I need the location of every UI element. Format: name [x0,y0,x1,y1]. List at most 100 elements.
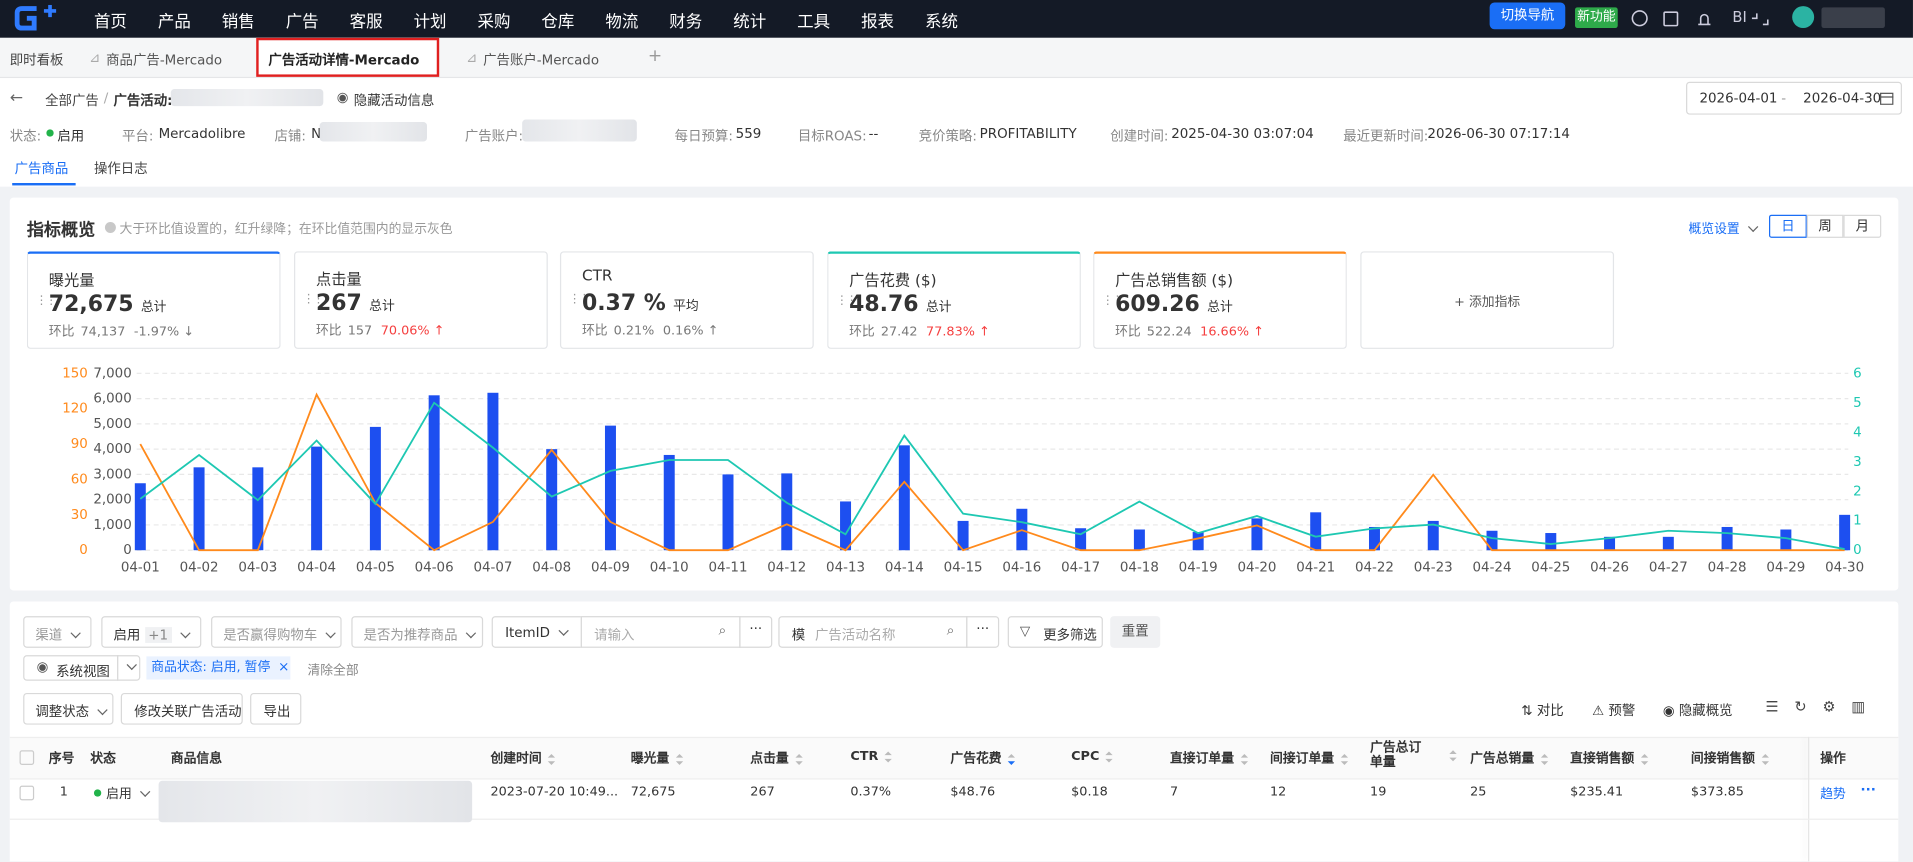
nav-item[interactable]: 销售 [221,12,255,32]
column-header[interactable]: 直接订单量 [1170,749,1248,767]
metric-card[interactable]: ⋮⋮ CTR 0.37 % 平均 环比 0.21% 0.16% ↑ [559,251,814,349]
more-filters-button[interactable]: 更多筛选 [1007,616,1103,648]
tab[interactable]: 广告账户-Mercado [483,52,600,69]
nav-item[interactable]: 财务 [669,12,703,32]
itemid-select[interactable]: ItemID [491,616,582,648]
export-button[interactable]: 导出 [250,692,302,725]
sort-icon[interactable] [1761,753,1769,765]
column-header[interactable]: 曝光量 [631,749,683,767]
active-tab[interactable] [256,37,440,77]
info-value: PROFITABILITY [979,125,1077,142]
more-button[interactable]: ··· [966,616,1000,648]
sort-icon[interactable] [1105,750,1113,762]
column-header[interactable]: CPC [1071,749,1113,764]
period-button[interactable]: 周 [1806,214,1844,238]
logo[interactable] [14,4,64,32]
nav-item[interactable]: 首页 [93,12,127,32]
nav-item[interactable]: 报表 [861,12,895,32]
hide-info-link[interactable]: 隐藏活动信息 [353,92,435,109]
sub-tab-active[interactable]: 广告商品 [14,161,69,177]
checkbox[interactable] [19,785,35,801]
adjust-status-button[interactable]: 调整状态 [23,692,114,725]
nav-item[interactable]: 系统 [924,12,958,32]
hide-overview-button[interactable]: ◉ 隐藏概览 [1662,702,1733,719]
metric-value: 0.37 % 平均 [582,290,699,316]
sort-icon[interactable] [794,753,803,765]
metric-card[interactable]: ⋮⋮ 曝光量 72,675 总计 环比 74,137 -1.97% ↓ [26,251,281,349]
column-header[interactable]: 点击量 [750,749,803,767]
sub-tab[interactable]: 操作日志 [93,161,148,177]
add-tab[interactable]: + [647,46,663,66]
column-header[interactable]: 直接销售额 [1570,749,1648,767]
nav-item[interactable]: 仓库 [541,12,575,32]
column-header[interactable]: 广告总订单量 [1370,741,1457,770]
toolbar-icons[interactable]: ☰↻⚙▥ [1765,697,1882,715]
tab[interactable]: 即时看板 [9,52,64,69]
search-icon[interactable]: ⌕ [946,622,955,639]
column-header[interactable]: 广告花费 [950,749,1016,767]
sort-icon[interactable] [547,753,556,765]
campaign-input[interactable]: 模广告活动名称 [778,616,968,648]
compare-button[interactable]: ⇅ 对比 [1521,702,1564,719]
view-dropdown[interactable] [117,655,141,681]
cell-action[interactable]: 趋势 [1820,786,1846,802]
nav-item[interactable]: 产品 [157,12,191,32]
recommend-select[interactable]: 是否为推荐商品 [351,616,484,648]
sort-icon[interactable] [1449,750,1457,762]
sort-icon[interactable] [1640,753,1648,765]
column-header[interactable]: CTR [850,749,892,764]
new-feature-badge[interactable]: 新功能 [1575,7,1618,29]
metric-card[interactable]: ⋮⋮ 广告花费 ($) 48.76 总计 环比 27.42 77.83% ↑ [827,251,1081,349]
sort-icon[interactable] [1240,753,1248,765]
more-button[interactable]: ··· [739,616,773,648]
nav-item[interactable]: 采购 [477,12,511,32]
switch-nav-button[interactable]: 切换导航 [1489,2,1566,30]
nav-item[interactable]: 工具 [797,12,831,32]
metric-card[interactable]: ⋮⋮ 点击量 267 总计 环比 157 70.06% ↑ [294,251,548,349]
status-select[interactable]: 启用 +1 [101,616,202,648]
overview-settings[interactable]: 概览设置 [1688,220,1756,238]
y3-tick-label: 150 [62,366,88,381]
period-button-active[interactable]: 日 [1769,214,1807,238]
back-button[interactable]: ← [9,89,24,108]
x-tick-label: 04-27 [1649,560,1688,575]
nav-item[interactable]: 统计 [733,12,767,32]
avatar[interactable] [1792,6,1815,29]
cell-status[interactable]: 启用 [106,784,149,802]
period-button[interactable]: 月 [1843,214,1882,238]
nav-item[interactable]: 客服 [349,12,383,32]
column-header[interactable]: 广告总销量 [1470,749,1548,767]
search-icon[interactable]: ⌕ [718,622,727,639]
tag-close[interactable]: × [278,658,290,675]
sort-icon[interactable] [1007,753,1016,765]
checkbox[interactable] [19,750,35,765]
cart-select[interactable]: 是否赢得购物车 [211,616,342,648]
sort-icon[interactable] [1340,753,1348,765]
metric-card[interactable]: ⋮⋮ 广告总销售额 ($) 609.26 总计 环比 522.24 16.66% ↑ [1093,251,1347,349]
date-range-picker[interactable] [1686,81,1902,115]
reset-button[interactable]: 重置 [1110,616,1161,648]
itemid-input[interactable]: 请输入 [580,616,741,648]
row-more[interactable]: ··· [1860,782,1876,798]
metric-name: CTR [581,265,613,285]
sort-icon[interactable] [675,753,683,765]
nav-icons[interactable] [1630,9,1776,31]
channel-select[interactable]: 渠道 [23,616,92,648]
clear-all[interactable]: 清除全部 [307,663,359,679]
column-header[interactable]: 创建时间 [490,749,556,767]
nav-item[interactable]: 广告 [285,12,319,32]
x-tick-label: 04-14 [885,560,924,575]
breadcrumb-link[interactable]: 全部广告 [45,92,99,109]
column-header[interactable]: 间接订单量 [1270,749,1348,767]
sort-icon[interactable] [884,750,892,762]
x-tick-label: 04-19 [1179,560,1218,575]
sort-icon[interactable] [1540,753,1548,765]
bi-link[interactable]: BI [1732,8,1747,26]
tab[interactable]: 商品广告-Mercado [106,52,223,69]
modify-button[interactable]: 修改关联广告活动 [120,692,243,725]
nav-item[interactable]: 计划 [413,12,447,32]
nav-item[interactable]: 物流 [605,12,639,32]
column-header[interactable]: 间接销售额 [1691,749,1769,767]
add-metric-card[interactable]: + 添加指标 [1360,251,1615,349]
alert-button[interactable]: ⚠ 预警 [1592,702,1636,719]
